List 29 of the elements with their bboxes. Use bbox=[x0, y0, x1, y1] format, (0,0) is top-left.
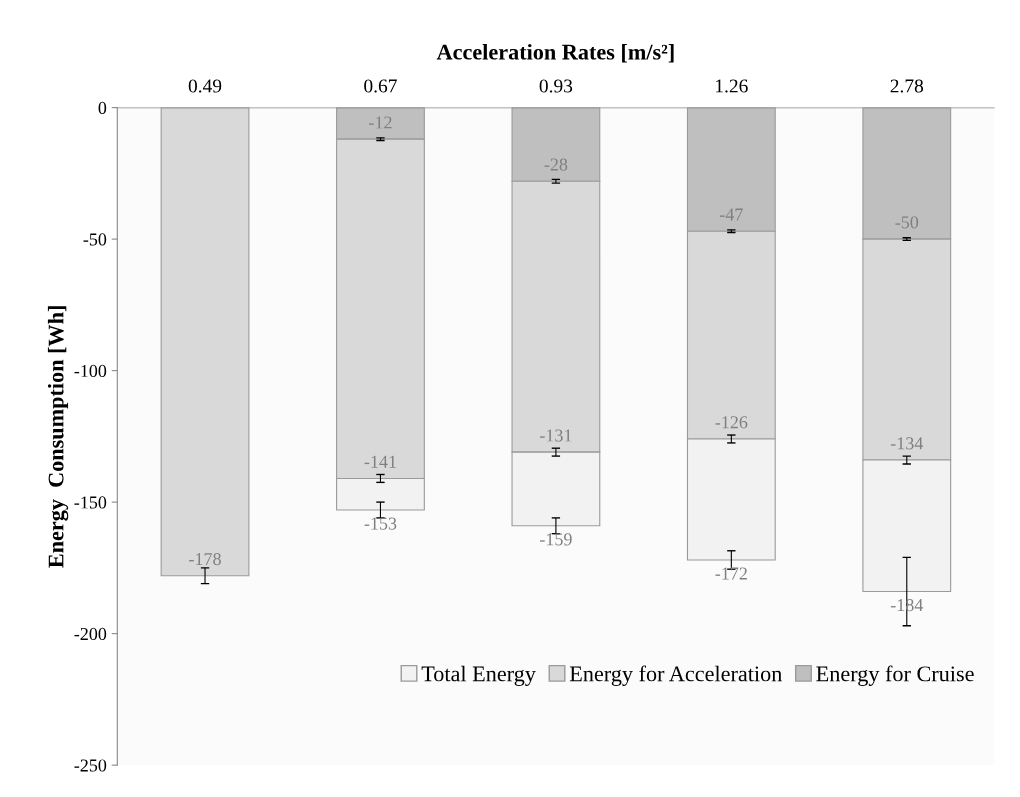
annotation: -126 bbox=[715, 416, 748, 429]
annotation: -178 bbox=[189, 552, 221, 566]
annotation: -134 bbox=[890, 437, 924, 450]
annotation: -131 bbox=[540, 429, 572, 442]
y-tick-label: -200 bbox=[74, 627, 107, 641]
x-tick-label: 0.49 bbox=[188, 79, 222, 93]
y-tick-label: -250 bbox=[74, 759, 107, 772]
annotation: -12 bbox=[369, 116, 392, 129]
annotation: -153 bbox=[364, 517, 397, 530]
x-tick-label: 1.26 bbox=[716, 79, 748, 93]
y-tick-label: -100 bbox=[74, 364, 107, 378]
x-tick-label: 2.78 bbox=[890, 79, 924, 93]
legend-label: Total Energy bbox=[421, 665, 536, 686]
annotation: -28 bbox=[544, 158, 568, 171]
annotation: -141 bbox=[364, 455, 396, 468]
annotation: -47 bbox=[719, 208, 743, 221]
y-tick-label: -150 bbox=[74, 496, 107, 509]
annotation: -159 bbox=[540, 533, 572, 546]
x-axis-title: Acceleration Rates [m/s²] bbox=[436, 43, 674, 63]
legend-label: Energy for Cruise bbox=[816, 665, 974, 686]
annotation: -50 bbox=[895, 216, 919, 229]
y-tick-label: 0 bbox=[98, 101, 107, 115]
x-tick-label: 0.67 bbox=[364, 79, 397, 93]
legend-label: Energy for Acceleration bbox=[569, 665, 782, 686]
annotation: -172 bbox=[715, 567, 747, 580]
y-axis-title: Energy Consumption [Wh] bbox=[47, 306, 69, 568]
bar bbox=[160, 107, 250, 577]
x-tick-label: 0.93 bbox=[539, 79, 573, 93]
y-tick-label: -50 bbox=[83, 233, 107, 246]
